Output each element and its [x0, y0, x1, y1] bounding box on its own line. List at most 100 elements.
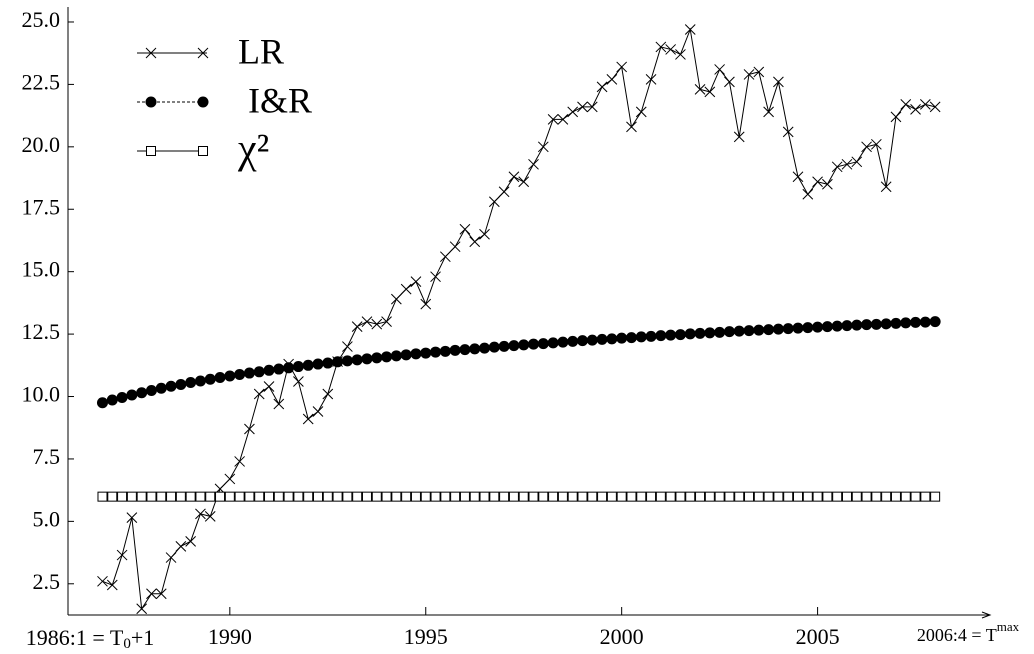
- marker-stroke: [488, 196, 500, 208]
- marker-stroke: [508, 171, 520, 183]
- marker-dot: [586, 334, 598, 346]
- marker-dot: [488, 341, 500, 353]
- marker-stroke: [449, 241, 461, 253]
- marker-square: [822, 491, 833, 502]
- marker-stroke: [557, 114, 569, 125]
- marker-stroke: [733, 131, 745, 143]
- marker-square: [655, 491, 666, 502]
- marker-dot: [723, 326, 735, 338]
- marker-square: [567, 491, 578, 502]
- marker-x: [322, 388, 334, 400]
- x-axis-arrow: [981, 611, 992, 619]
- marker-dot: [763, 324, 775, 336]
- marker-square: [430, 491, 441, 502]
- marker-x: [831, 161, 843, 173]
- marker-x: [204, 511, 216, 522]
- marker-stroke: [704, 86, 716, 98]
- marker-x: [900, 99, 912, 110]
- marker-stroke: [361, 316, 373, 327]
- label-part: 1986:1 = T: [26, 625, 124, 650]
- marker-stroke: [645, 74, 657, 85]
- marker-stroke: [841, 158, 853, 170]
- marker-stroke: [146, 588, 157, 600]
- marker-stroke: [547, 114, 559, 125]
- marker-stroke: [391, 293, 402, 305]
- marker-stroke: [293, 376, 304, 387]
- marker-stroke: [155, 588, 167, 600]
- marker-dot: [782, 323, 794, 335]
- marker-dot: [341, 355, 353, 367]
- marker-dot: [567, 335, 579, 347]
- marker-square: [224, 491, 235, 502]
- marker-dot: [312, 358, 324, 370]
- marker-dot: [332, 356, 344, 368]
- legend-label: LR: [238, 31, 284, 71]
- marker-dot: [106, 394, 118, 406]
- marker-dot: [136, 387, 148, 399]
- marker-stroke: [537, 141, 549, 153]
- marker-square: [499, 491, 510, 502]
- x-tick-label: 2000: [600, 624, 644, 649]
- marker-dot: [400, 349, 412, 361]
- marker-dot: [126, 389, 138, 401]
- marker-x: [197, 47, 209, 59]
- marker-square: [489, 491, 500, 502]
- marker-x: [234, 456, 245, 467]
- marker-x: [459, 223, 471, 235]
- marker-square: [665, 491, 676, 502]
- marker-x: [97, 575, 108, 587]
- marker-x: [312, 406, 324, 417]
- marker-stroke: [586, 101, 598, 113]
- marker-square: [166, 491, 177, 502]
- y-tick-label: 20.0: [22, 132, 61, 157]
- marker-stroke: [782, 126, 794, 138]
- marker-square: [381, 491, 392, 502]
- marker-square: [528, 491, 539, 502]
- marker-dot: [204, 373, 216, 385]
- marker-stroke: [684, 24, 696, 35]
- marker-x: [145, 47, 157, 59]
- marker-dot: [145, 96, 157, 108]
- marker-dot: [772, 323, 784, 335]
- label-sup: max: [997, 619, 1020, 634]
- marker-stroke: [626, 121, 637, 133]
- marker-dot: [714, 326, 726, 338]
- marker-dot: [665, 329, 677, 341]
- marker-x: [773, 76, 784, 88]
- marker-square: [636, 491, 647, 502]
- marker-dot: [812, 321, 824, 333]
- marker-dot: [880, 318, 892, 330]
- marker-dot: [430, 346, 442, 358]
- marker-stroke: [204, 511, 216, 522]
- marker-dot: [479, 342, 491, 354]
- marker-x: [910, 104, 921, 115]
- marker-square: [410, 491, 421, 502]
- legend-item: LR: [137, 31, 284, 71]
- marker-dot: [283, 362, 295, 374]
- marker-stroke: [420, 298, 432, 310]
- marker-stroke: [106, 579, 118, 591]
- marker-dot: [214, 372, 226, 384]
- marker-square: [900, 491, 911, 502]
- marker-x: [253, 388, 265, 400]
- marker-square: [136, 491, 147, 502]
- marker-square: [175, 491, 186, 502]
- marker-x: [488, 196, 500, 208]
- marker-square: [391, 491, 402, 502]
- label-sub: 0: [123, 636, 131, 652]
- marker-x: [704, 86, 716, 98]
- marker-x: [263, 381, 275, 392]
- marker-x: [675, 49, 686, 60]
- marker-dot: [302, 359, 314, 371]
- marker-square: [342, 491, 353, 502]
- marker-stroke: [224, 473, 236, 485]
- marker-square: [763, 491, 774, 502]
- marker-stroke: [665, 44, 677, 55]
- marker-square: [234, 491, 245, 502]
- marker-square: [518, 491, 529, 502]
- marker-x: [724, 76, 735, 88]
- marker-x: [430, 271, 441, 283]
- marker-square: [440, 491, 451, 502]
- marker-square: [851, 491, 862, 502]
- marker-square: [97, 491, 108, 502]
